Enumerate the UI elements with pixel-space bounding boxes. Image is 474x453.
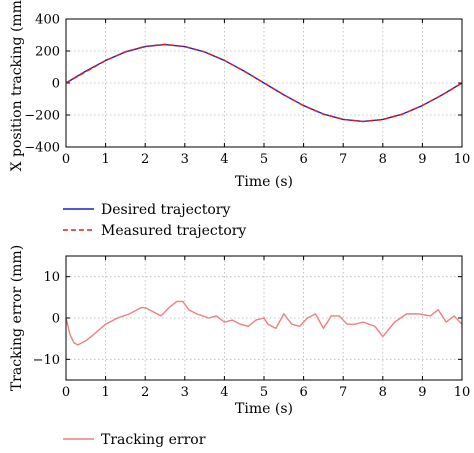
x-tick-label: 2 xyxy=(141,385,149,400)
x-tick-label: 5 xyxy=(260,152,268,167)
x-tick-label: 8 xyxy=(379,385,387,400)
legend-entry-1: Tracking error xyxy=(101,432,206,448)
y-tick-label: −200 xyxy=(24,109,60,124)
x-tick-label: 6 xyxy=(299,385,307,400)
plot-frame xyxy=(65,18,463,148)
series-line-2 xyxy=(65,43,463,123)
series-line-1 xyxy=(65,300,463,346)
y-axis-label: X position tracking (mm) xyxy=(9,0,25,171)
x-tick-label: 7 xyxy=(339,385,347,400)
x-tick-label: 4 xyxy=(220,385,228,400)
x-tick-label: 0 xyxy=(62,152,70,167)
x-tick-label: 1 xyxy=(101,385,109,400)
y-tick-label: −400 xyxy=(24,141,60,156)
y-axis-label: Tracking error (mm) xyxy=(9,245,25,391)
x-tick-label: 6 xyxy=(299,152,307,167)
chart-2: 0 1 2 3 4 5 6 7 8 9 10 −10 0 10 Time (s) Tracking error… xyxy=(9,245,470,448)
x-tick-label: 7 xyxy=(339,152,347,167)
x-tick-label: 5 xyxy=(260,385,268,400)
x-tick-label: 8 xyxy=(379,152,387,167)
y-tick-label: 200 xyxy=(35,45,60,60)
x-tick-label: 10 xyxy=(454,385,471,400)
x-tick-label: 2 xyxy=(141,152,149,167)
y-tick-label: −10 xyxy=(33,353,60,368)
legend-entry-2: Measured trajectory xyxy=(101,223,246,239)
x-tick-label: 3 xyxy=(181,385,189,400)
x-tick-label: 0 xyxy=(62,385,70,400)
x-axis-label: Time (s) xyxy=(235,174,293,190)
y-tick-label: 400 xyxy=(35,13,60,28)
chart-1: 0 1 2 3 4 5 6 7 8 9 10 −400 −200 0 200 400 Time (s) X pos… xyxy=(9,0,470,239)
x-axis-label: Time (s) xyxy=(235,401,293,417)
x-tick-label: 1 xyxy=(101,152,109,167)
y-tick-label: 10 xyxy=(43,270,60,285)
plot-frame xyxy=(65,255,463,381)
x-tick-label: 3 xyxy=(181,152,189,167)
x-tick-label: 10 xyxy=(454,152,471,167)
legend-entry-1: Desired trajectory xyxy=(101,202,230,218)
x-tick-label: 4 xyxy=(220,152,228,167)
y-tick-label: 0 xyxy=(52,77,60,92)
x-tick-label: 9 xyxy=(418,152,426,167)
x-tick-label: 9 xyxy=(418,385,426,400)
y-tick-label: 0 xyxy=(52,312,60,327)
